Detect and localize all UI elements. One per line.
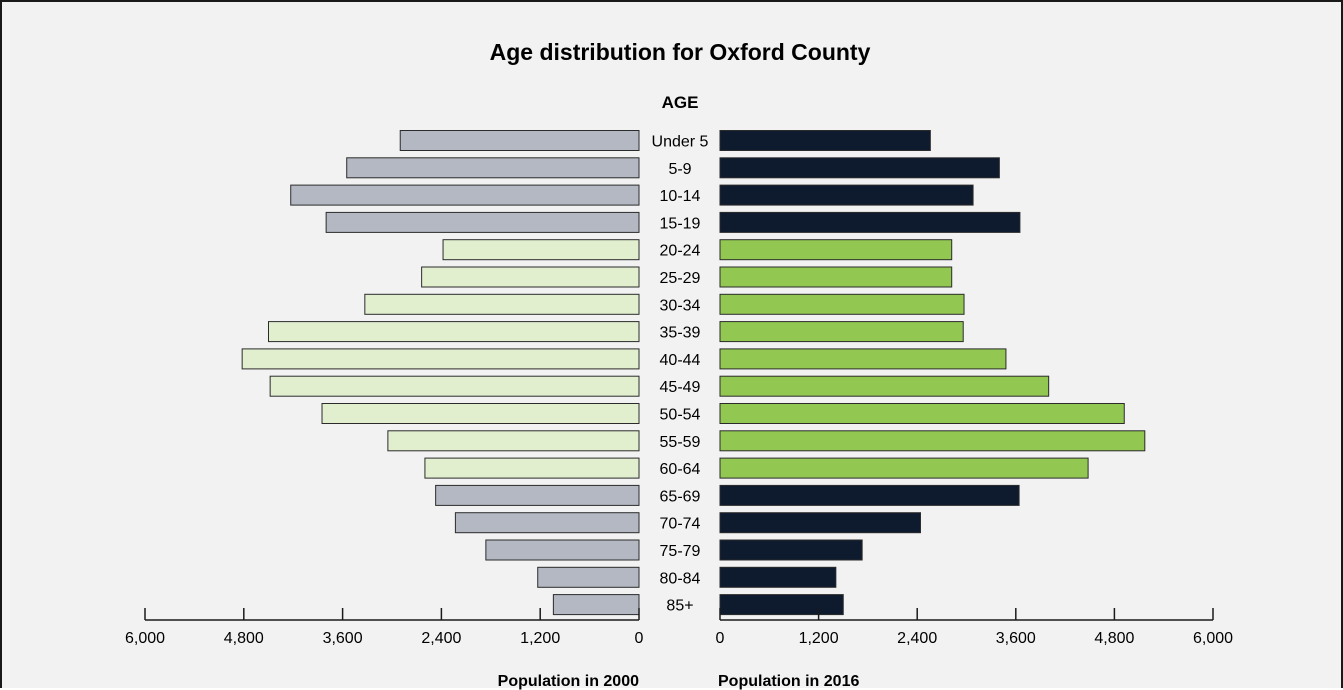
bar-2016-25-29 xyxy=(719,266,953,288)
bar-2000-25-29 xyxy=(421,266,640,288)
bar-2016-60-64 xyxy=(719,457,1089,479)
age-label-40-44: 40-44 xyxy=(660,352,701,369)
x-axis-title-2000: Population in 2000 xyxy=(498,673,639,690)
bar-2000-20-24 xyxy=(442,239,640,261)
bar-2000-85-plus xyxy=(552,594,640,616)
age-axis-heading: AGE xyxy=(662,93,699,112)
age-labels: Under 5 5-9 10-14 15-19 20-24 25-29 30-34 35-39… xyxy=(652,134,709,615)
tick-label-2000-0: 0 xyxy=(635,630,644,647)
tick-label-2000-1200: 1,200 xyxy=(520,630,560,647)
chart-title: Age distribution for Oxford County xyxy=(490,39,871,65)
age-label-75-79: 75-79 xyxy=(660,543,701,560)
x-axis-2016: 0 1,200 2,400 3,600 4,800 6,000 xyxy=(716,608,1233,647)
bar-2000-40-44 xyxy=(241,348,640,370)
bar-2000-60-64 xyxy=(424,457,640,479)
bars-2016 xyxy=(719,130,1146,616)
bar-2000-35-39 xyxy=(268,321,640,343)
bar-2016-75-79 xyxy=(719,539,863,561)
bar-2016-80-84 xyxy=(719,566,837,588)
tick-label-2016-3600: 3,600 xyxy=(996,630,1036,647)
age-label-85-plus: 85+ xyxy=(666,598,693,615)
bar-2016-45-49 xyxy=(719,375,1050,397)
bar-2016-50-54 xyxy=(719,403,1125,424)
bars-2000 xyxy=(241,130,640,616)
bar-2000-30-34 xyxy=(364,293,640,315)
tick-label-2000-4800: 4,800 xyxy=(224,630,264,647)
bar-2016-20-24 xyxy=(719,239,953,261)
tick-label-2000-2400: 2,400 xyxy=(421,630,461,647)
age-label-30-34: 30-34 xyxy=(660,297,701,314)
age-label-20-24: 20-24 xyxy=(660,243,701,260)
age-label-25-29: 25-29 xyxy=(660,270,701,287)
age-label-10-14: 10-14 xyxy=(660,188,701,205)
bar-2000-5-9 xyxy=(346,157,640,179)
age-label-70-74: 70-74 xyxy=(660,516,701,533)
bar-2000-under-5 xyxy=(399,130,640,151)
bar-2000-75-79 xyxy=(485,539,640,561)
bar-2016-55-59 xyxy=(719,430,1146,452)
x-axis-title-2016: Population in 2016 xyxy=(718,673,859,690)
age-label-80-84: 80-84 xyxy=(660,570,701,587)
tick-label-2000-6000: 6,000 xyxy=(125,630,165,647)
bar-2016-5-9 xyxy=(719,157,1000,179)
bar-2000-50-54 xyxy=(321,403,640,424)
tick-label-2016-1200: 1,200 xyxy=(799,630,839,647)
age-label-15-19: 15-19 xyxy=(660,215,701,232)
age-label-65-69: 65-69 xyxy=(660,488,701,505)
age-label-35-39: 35-39 xyxy=(660,325,701,342)
tick-label-2016-6000: 6,000 xyxy=(1193,630,1233,647)
tick-label-2016-4800: 4,800 xyxy=(1094,630,1134,647)
age-label-under-5: Under 5 xyxy=(652,134,709,151)
bar-2000-15-19 xyxy=(325,211,640,233)
bar-2016-15-19 xyxy=(719,211,1021,233)
bar-2016-65-69 xyxy=(719,484,1020,506)
bar-2000-45-49 xyxy=(269,375,640,397)
bar-2000-55-59 xyxy=(387,430,640,452)
age-label-60-64: 60-64 xyxy=(660,461,701,478)
bar-2016-40-44 xyxy=(719,348,1007,370)
tick-label-2016-2400: 2,400 xyxy=(897,630,937,647)
bar-2000-65-69 xyxy=(435,484,640,506)
bar-2016-30-34 xyxy=(719,293,965,315)
bar-2000-80-84 xyxy=(537,566,640,588)
bar-2016-under-5 xyxy=(719,130,931,151)
bar-2000-70-74 xyxy=(454,512,640,534)
tick-label-2000-3600: 3,600 xyxy=(323,630,363,647)
bar-2016-35-39 xyxy=(719,321,964,343)
age-label-50-54: 50-54 xyxy=(660,407,701,424)
bar-2016-70-74 xyxy=(719,512,921,534)
bar-2016-85-plus xyxy=(719,594,844,616)
age-label-45-49: 45-49 xyxy=(660,379,701,396)
age-label-55-59: 55-59 xyxy=(660,434,701,451)
x-axis-2000: 0 1,200 2,400 3,600 4,800 6,000 xyxy=(125,608,644,647)
bar-2016-10-14 xyxy=(719,184,974,206)
bar-2000-10-14 xyxy=(290,184,640,206)
age-label-5-9: 5-9 xyxy=(668,161,691,178)
tick-label-2016-0: 0 xyxy=(716,630,725,647)
